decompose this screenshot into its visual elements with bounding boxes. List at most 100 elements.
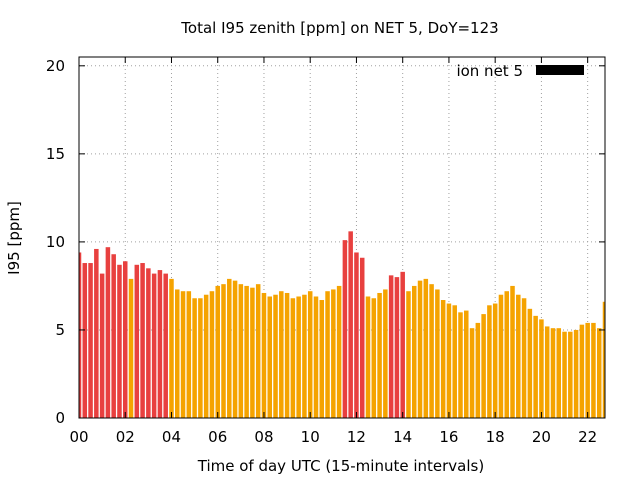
- chart-title: Total I95 zenith [ppm] on NET 5, DoY=123: [180, 19, 498, 37]
- legend: ion net 5: [456, 62, 584, 80]
- bar: [99, 273, 105, 418]
- bar: [435, 289, 440, 418]
- bar: [128, 278, 134, 418]
- bar: [585, 322, 590, 418]
- bar: [88, 263, 93, 418]
- bar: [487, 305, 492, 418]
- bar: [290, 298, 296, 418]
- bar: [539, 319, 544, 418]
- bar: [296, 296, 301, 418]
- bar: [568, 331, 573, 418]
- bar: [325, 291, 330, 418]
- bar: [140, 263, 145, 418]
- x-tick-label: 08: [254, 428, 273, 446]
- bar: [319, 300, 325, 418]
- bar: [354, 252, 359, 418]
- x-tick-label: 16: [439, 428, 458, 446]
- bar: [163, 273, 168, 418]
- bar: [533, 315, 538, 418]
- bar: [411, 285, 417, 418]
- bar: [227, 278, 232, 418]
- bar: [82, 263, 88, 418]
- bar: [122, 261, 128, 418]
- bar: [169, 278, 174, 418]
- bar: [602, 301, 605, 418]
- x-tick-label: 02: [116, 428, 135, 446]
- legend-swatch: [536, 65, 584, 75]
- y-tick-label: 0: [55, 409, 65, 427]
- bar: [284, 292, 290, 418]
- bar: [400, 271, 405, 418]
- bar: [261, 292, 267, 418]
- plot-frame: [78, 56, 606, 419]
- bar: [521, 298, 527, 418]
- bar: [192, 298, 197, 418]
- bar: [302, 294, 307, 418]
- bar: [516, 294, 521, 418]
- y-tick-label: 10: [46, 233, 65, 251]
- bar: [492, 303, 498, 418]
- bar: [388, 275, 394, 418]
- bar: [250, 287, 255, 418]
- bar: [186, 291, 192, 418]
- bar: [394, 277, 400, 418]
- bar: [527, 308, 533, 418]
- bar: [573, 329, 579, 418]
- bar: [146, 268, 151, 418]
- bar: [544, 326, 550, 418]
- bar: [175, 289, 180, 418]
- bar: [111, 254, 116, 418]
- bar: [429, 284, 434, 418]
- bar: [134, 264, 140, 418]
- x-tick-label: 00: [69, 428, 88, 446]
- bar: [579, 324, 585, 418]
- bar: [157, 270, 163, 418]
- bar: [452, 305, 457, 418]
- bar: [365, 296, 371, 418]
- bar: [556, 328, 562, 418]
- bar: [446, 303, 452, 418]
- bar: [232, 280, 238, 418]
- bar: [510, 285, 515, 418]
- bar: [348, 231, 353, 418]
- y-tick-label: 15: [46, 145, 65, 163]
- bar: [498, 294, 504, 418]
- axes: [78, 56, 606, 419]
- bar: [342, 240, 348, 418]
- bar: [105, 247, 111, 418]
- bar: [475, 322, 481, 418]
- bar: [255, 284, 261, 418]
- bar: [406, 291, 411, 418]
- bar: [550, 328, 556, 418]
- bar: [359, 257, 365, 418]
- bar: [504, 291, 509, 418]
- x-tick-label: 10: [301, 428, 320, 446]
- bar: [458, 312, 463, 418]
- legend-label: ion net 5: [456, 62, 523, 80]
- y-tick-label: 20: [46, 57, 65, 75]
- bar: [417, 280, 423, 418]
- x-tick-label: 18: [486, 428, 505, 446]
- bar: [440, 300, 446, 418]
- bar: [331, 289, 336, 418]
- bar: [221, 284, 226, 418]
- bar: [307, 291, 313, 418]
- bar: [562, 331, 567, 418]
- bar: [244, 285, 249, 418]
- x-tick-label: 04: [162, 428, 181, 446]
- x-tick-label: 22: [578, 428, 597, 446]
- bar: [238, 284, 244, 418]
- bar: [180, 291, 186, 418]
- bar: [117, 264, 122, 418]
- bar: [469, 328, 475, 418]
- bar: [209, 291, 215, 418]
- bar: [336, 285, 342, 418]
- bar: [94, 248, 99, 418]
- bar: [383, 289, 388, 418]
- bar: [464, 310, 469, 418]
- bar: [371, 298, 377, 418]
- bar: [198, 298, 203, 418]
- bar: [273, 294, 278, 418]
- x-tick-label: 20: [532, 428, 551, 446]
